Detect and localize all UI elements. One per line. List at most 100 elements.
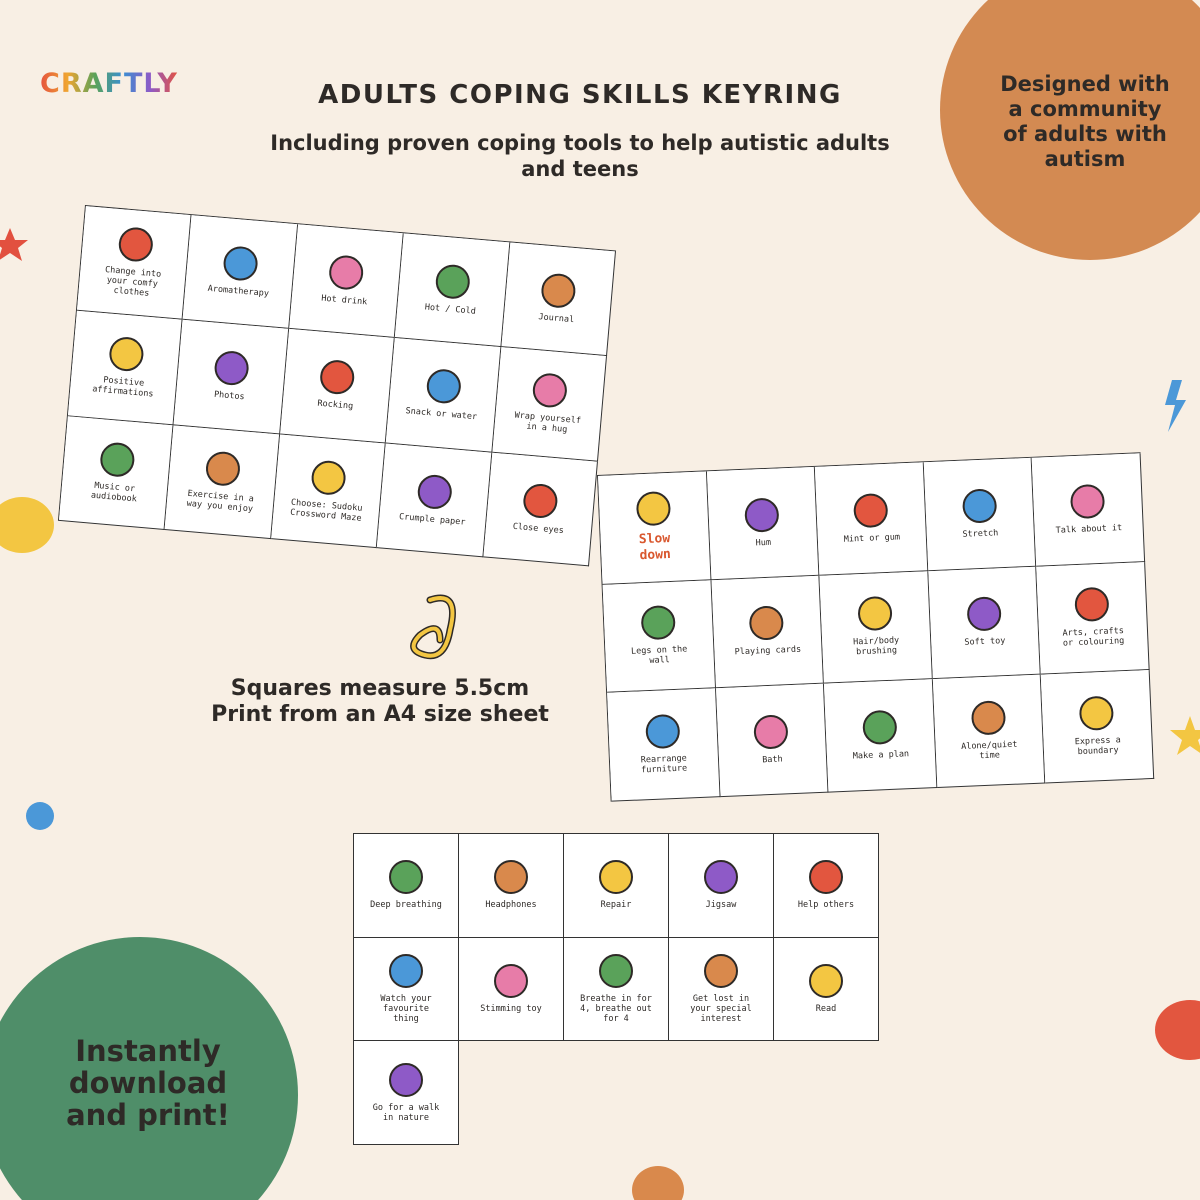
card-label: Legs on the wall [630,644,688,667]
card-icon [319,359,357,397]
green-circle [0,937,298,1200]
note: Squares measure 5.5cm [230,676,530,701]
card-label: Rearrange furniture [640,753,688,776]
subtitle: Including proven coping tools to help au… [270,131,890,181]
bolt [1165,380,1186,432]
card-label: Breathe in for 4, breathe out for 4 [580,993,652,1024]
card-icon [809,963,843,998]
card-icon [862,709,898,746]
card-icon [704,860,738,895]
card: Watch your favourite thing [354,937,459,1042]
card-label: Playing cards [734,645,802,658]
card: Headphones [459,834,564,938]
card-icon [970,700,1006,736]
star [0,228,28,261]
card-label: Positive affirmations [91,375,154,401]
card: Talk about it [1032,453,1146,567]
card-label: Headphones [485,900,537,911]
card-label: Change into your comfy clothes [104,265,162,299]
card-icon [744,497,780,533]
card: Express a boundary [1041,670,1155,784]
card-icon [425,368,463,406]
card-icon [853,492,889,529]
card: Aromatherapy [182,215,298,330]
card-label: Crumple paper [398,511,466,528]
card: Snack or water [385,338,501,453]
card: Arts, crafts or colouring [1036,561,1150,675]
badge-text: Designed with a community of adults with… [1000,72,1170,171]
card: Read [774,937,879,1042]
card-icon [494,963,528,998]
card-label: Hair/body brushing [852,635,900,658]
card-label: Make a plan [852,749,910,762]
title: ADULTS COPING SKILLS KEYRING [318,80,842,110]
card-icon [644,713,681,750]
card: Hum [706,466,820,580]
card-icon [434,263,472,301]
card: Jigsaw [669,834,774,938]
card: Soft toy [928,566,1042,680]
logo: CRAFTLY [40,68,178,99]
card: Choose: Sudoku Crossword Maze [270,434,386,549]
card-icon [1070,483,1106,519]
card: Alone/quiet time [932,674,1046,788]
card-icon [328,254,366,292]
card-icon [809,860,843,895]
card-icon [635,490,671,527]
card: Rocking [279,329,395,444]
card-icon [107,336,145,373]
card: Get lost in your special interest [669,937,774,1042]
card: Rearrange furniture [607,688,721,802]
orange-circle [940,0,1200,260]
card-icon [540,272,578,310]
card-sheet: Deep breathing Headphones Repair Jigsaw Help… [353,833,879,1145]
card-label: Close eyes [512,521,565,536]
card-label: Snack or water [405,406,478,423]
card-icon [494,860,528,895]
card-label: Help others [797,900,855,911]
card: Playing cards [711,575,825,689]
card-icon [1074,587,1110,623]
card: Bath [715,683,829,798]
card-label: Soft toy [964,636,1006,649]
card: Breathe in for 4, breathe out for 4 [564,937,669,1042]
card-label: Jigsaw [705,900,737,911]
card: Stimming toy [459,937,564,1042]
card-label: Stretch [962,528,999,540]
card: Stretch [923,457,1037,571]
card: Positive affirmations [67,311,183,426]
card-sheet: Change into your comfy clothes Aromathera… [57,205,617,567]
card-label: Read [815,1003,837,1014]
card-label: Get lost in your special interest [690,993,752,1024]
card: Repair [564,834,669,938]
card: Change into your comfy clothes [76,206,192,321]
card-label: Photos [213,390,245,403]
card: Slow down [598,471,712,585]
card-label: Go for a walk in nature [372,1102,440,1123]
card-label: Mint or gum [843,532,901,545]
card: Help others [774,834,879,938]
card-icon [98,441,136,478]
card-label: Repair [600,900,632,911]
card-icon [753,714,790,750]
card: Music or audiobook [58,415,174,530]
card: Exercise in a way you enjoy [164,425,280,540]
card: Hot drink [288,224,404,339]
card-label: Slow down [638,530,672,564]
card-sheet: Slow down Hum Mint or gum Stretch Talk about… [597,452,1155,802]
card-label: Arts, crafts or colouring [1062,626,1125,650]
card-label: Talk about it [1055,522,1123,536]
card-label: Exercise in a way you enjoy [186,488,255,515]
card-icon [1078,695,1115,732]
card-icon [857,596,893,632]
card-icon [599,860,633,895]
card-label: Stimming toy [480,1003,542,1014]
card-label: Aromatherapy [207,283,270,300]
card-label: Choose: Sudoku Crossword Maze [289,497,363,524]
card-label: Music or audiobook [90,480,138,505]
card-icon [222,245,260,283]
card: Close eyes [482,452,598,567]
card-label: Rocking [316,399,354,413]
yellow-blob [0,497,54,553]
